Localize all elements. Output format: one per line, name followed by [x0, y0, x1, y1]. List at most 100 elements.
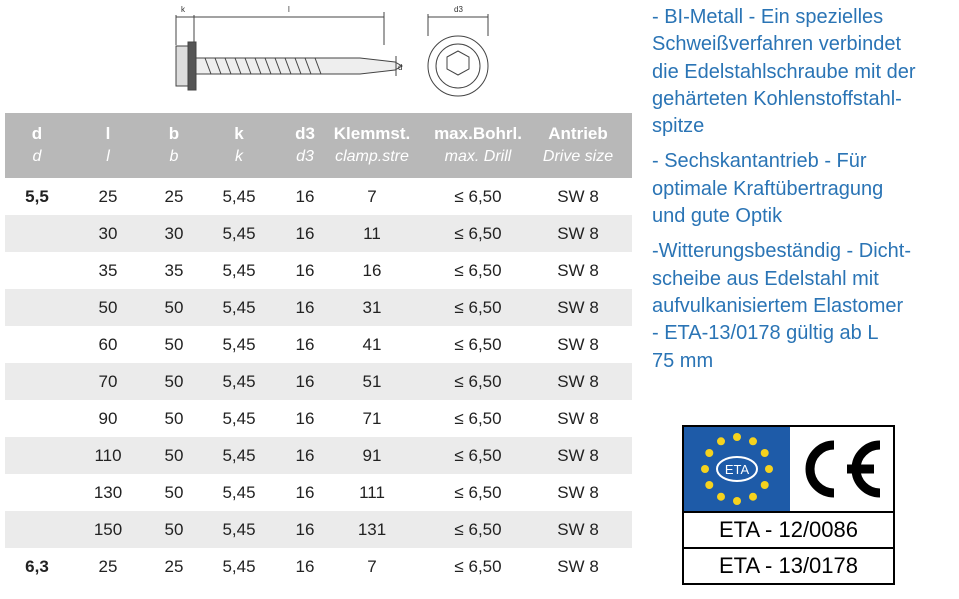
diameter-cell: 6,3 — [25, 557, 49, 576]
table-cell: 16 — [295, 224, 315, 243]
table-row: 70 50 5,45 16 51 ≤ 6,50 SW 8 — [5, 363, 632, 400]
table-cell: 30 — [98, 224, 118, 243]
table-cell: 131 — [357, 520, 387, 539]
table-cell: 50 — [164, 372, 184, 391]
table-cell: 110 — [94, 446, 122, 465]
table-cell: 35 — [164, 261, 184, 280]
table-cell: 25 — [164, 187, 184, 206]
table-row: 6,3 25 25 5,45 16 7 ≤ 6,50 SW 8 — [5, 548, 632, 585]
table-cell: 90 — [98, 409, 118, 428]
table-cell: 5,45 — [222, 557, 256, 576]
screw-drawing: k l d3 d — [175, 5, 489, 97]
star — [760, 481, 769, 489]
table-cell: ≤ 6,50 — [454, 483, 502, 502]
table-cell: 5,45 — [222, 372, 256, 391]
table-cell: 5,45 — [222, 446, 256, 465]
text-line: - Sechskantantrieb - Für — [652, 150, 867, 173]
table-cell: ≤ 6,50 — [454, 372, 502, 391]
column-subheader: d — [32, 148, 42, 165]
column-subheader: clamp.stre — [335, 148, 409, 165]
table-cell: ≤ 6,50 — [454, 446, 502, 465]
drawing-label: d3 — [454, 5, 463, 14]
table-cell: ≤ 6,50 — [454, 557, 502, 576]
description: - BI-Metall - Ein spezielles Schweißverfa… — [652, 4, 915, 383]
table-row: 150 50 5,45 16 131 ≤ 6,50 SW 8 — [5, 511, 632, 548]
table-cell: SW 8 — [557, 372, 599, 391]
table-row: 60 50 5,45 16 41 ≤ 6,50 SW 8 — [5, 326, 632, 363]
text-line: - BI-Metall - Ein spezielles — [652, 6, 884, 28]
table-cell: 16 — [295, 187, 315, 206]
table-cell: ≤ 6,50 — [454, 187, 502, 206]
approval-badge: ETA ETA - 12/0086 ETA - 13/0178 — [682, 425, 895, 585]
table-cell: 16 — [295, 335, 315, 354]
column-header: k — [234, 124, 244, 143]
paragraph: - Sechskantantrieb - Für optimale Kraftüb… — [652, 148, 915, 230]
star — [705, 449, 714, 457]
text-line: -Witterungsbeständig - Dicht- — [652, 240, 911, 263]
text-line: 75 mm — [652, 349, 714, 372]
eta-logo-text: ETA — [725, 462, 750, 477]
star — [749, 492, 757, 501]
table-cell: 16 — [295, 261, 315, 280]
table-cell: 25 — [98, 557, 118, 576]
star — [717, 492, 725, 501]
table-cell: 16 — [295, 409, 315, 428]
table-row: 35 35 5,45 16 16 ≤ 6,50 SW 8 — [5, 252, 632, 289]
paragraph: -Witterungsbeständig - Dicht-scheibe aus… — [652, 238, 915, 374]
table-cell: 50 — [164, 483, 184, 502]
table-cell: 5,45 — [222, 520, 256, 539]
column-subheader: Drive size — [542, 148, 614, 165]
table-cell: 41 — [362, 335, 382, 354]
table-row: 5,5 25 25 5,45 16 7 ≤ 6,50 SW 8 — [5, 178, 632, 215]
badge-logos: ETA — [684, 427, 881, 511]
header-row: d d l l b b k k d3 d3 Klemmst. clamp.stre max.Bohrl.… — [5, 113, 632, 178]
column-header: l — [105, 124, 111, 143]
column-subheader: d3 — [296, 148, 314, 165]
table-cell: 60 — [98, 335, 118, 354]
text-line: Schweißverfahren verbindet — [652, 33, 902, 56]
star — [733, 497, 741, 505]
table-cell: ≤ 6,50 — [454, 335, 502, 354]
column-header: b — [168, 124, 180, 143]
table-cell: 16 — [295, 446, 315, 465]
table-cell: 50 — [164, 409, 184, 428]
table-cell: SW 8 — [557, 520, 599, 539]
table-cell: 5,45 — [222, 224, 256, 243]
star — [705, 481, 714, 489]
table-cell: 16 — [295, 298, 315, 317]
table-cell: 16 — [295, 520, 315, 539]
drawing-label: l — [288, 5, 290, 14]
table-cell: 91 — [362, 446, 382, 465]
text-line: und gute Optik — [652, 205, 783, 228]
table-cell: SW 8 — [557, 557, 599, 576]
column-header: max.Bohrl. — [434, 124, 522, 143]
table-cell: ≤ 6,50 — [454, 224, 502, 243]
text-line: scheibe aus Edelstahl mit — [652, 267, 879, 290]
text-line: die Edelstahlschraube mit der — [652, 60, 916, 83]
table-row: 30 30 5,45 16 11 ≤ 6,50 SW 8 — [5, 215, 632, 252]
table-cell: 16 — [295, 372, 315, 391]
table-cell: SW 8 — [557, 483, 599, 502]
paragraph: - BI-Metall - Ein spezielles Schweißverfa… — [652, 4, 915, 140]
table-cell: 71 — [362, 409, 382, 428]
star — [701, 465, 709, 473]
text-line: optimale Kraftübertragung — [652, 177, 884, 200]
table-cell: 35 — [98, 261, 118, 280]
table-cell: 5,45 — [222, 261, 256, 280]
table-cell: ≤ 6,50 — [454, 298, 502, 317]
table-cell: 130 — [93, 483, 123, 502]
table-cell: 11 — [363, 224, 381, 243]
table-cell: 16 — [295, 557, 315, 576]
table-cell: 70 — [98, 372, 118, 391]
table-cell: 5,45 — [222, 187, 256, 206]
table-row: 90 50 5,45 16 71 ≤ 6,50 SW 8 — [5, 400, 632, 437]
table-cell: 5,45 — [222, 335, 256, 354]
table-cell: 50 — [164, 446, 184, 465]
table-cell: SW 8 — [557, 409, 599, 428]
star — [765, 465, 773, 473]
table-cell: 7 — [367, 557, 377, 576]
table-cell: 7 — [367, 187, 377, 206]
table-cell: 50 — [164, 298, 184, 317]
text-line: - ETA-13/0178 gültig ab L — [652, 322, 879, 345]
